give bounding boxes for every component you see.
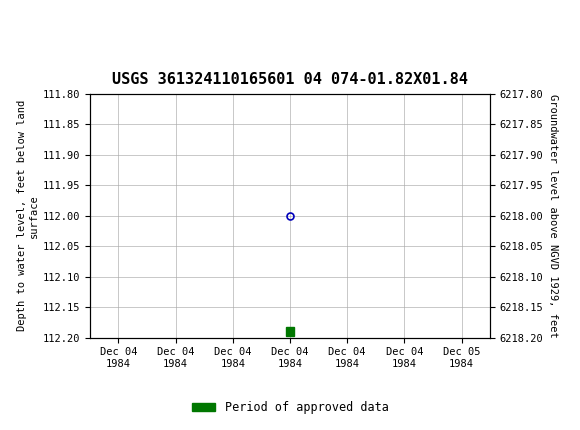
Title: USGS 361324110165601 04 074-01.82X01.84: USGS 361324110165601 04 074-01.82X01.84: [112, 72, 468, 87]
Legend: Period of approved data: Period of approved data: [187, 396, 393, 419]
Text: USGS: USGS: [61, 10, 121, 30]
Bar: [286, 326, 294, 336]
Y-axis label: Depth to water level, feet below land
surface: Depth to water level, feet below land su…: [17, 100, 38, 331]
Y-axis label: Groundwater level above NGVD 1929, feet: Groundwater level above NGVD 1929, feet: [548, 94, 558, 338]
